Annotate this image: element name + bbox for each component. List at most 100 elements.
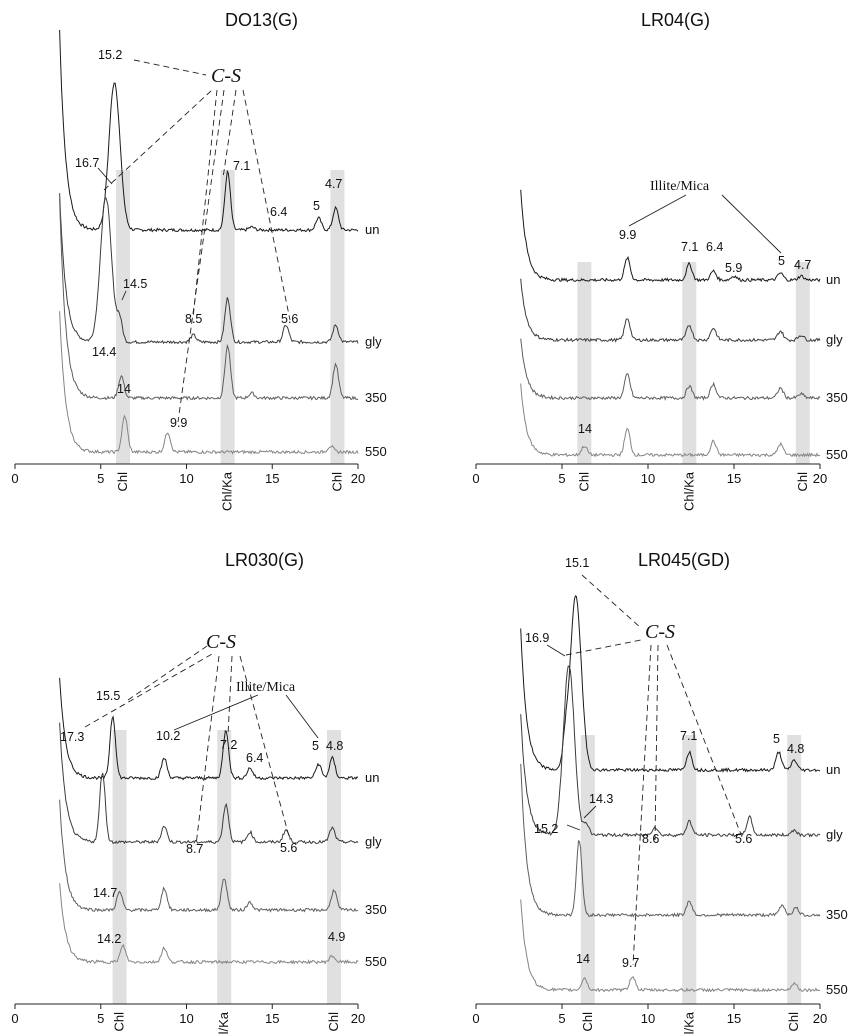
x-tick-label: 0 — [472, 471, 479, 486]
mineral-band — [682, 262, 697, 464]
pattern-gly — [59, 722, 359, 845]
pattern-un — [59, 29, 359, 233]
leader-line — [84, 653, 213, 728]
peak-label: 15.2 — [534, 822, 558, 836]
leader-line — [654, 644, 659, 841]
mineral-band — [330, 170, 345, 464]
band-label: Chl/Ka — [681, 1011, 696, 1034]
pattern-350 — [520, 338, 821, 401]
peak-label: 7.2 — [220, 738, 237, 752]
pattern-550 — [520, 899, 821, 993]
x-tick-label: 15 — [727, 1011, 741, 1026]
mineral-band — [220, 170, 235, 464]
panel-do13: DO13(G) 0 5 10 15 20 Chl Chl/Ka Chl ungly35055… — [11, 10, 386, 511]
leader-line — [103, 89, 213, 191]
band-label: Chl — [326, 1012, 341, 1032]
pattern-550 — [59, 311, 359, 455]
peak-label: 14.2 — [97, 932, 121, 946]
series-label: gly — [826, 827, 843, 842]
leader-line — [242, 89, 291, 321]
pattern-gly — [520, 278, 821, 343]
band-label: Chl/Ka — [681, 471, 696, 511]
peak-label: 9.9 — [619, 228, 636, 242]
leader-line — [97, 167, 113, 185]
series-label: un — [365, 222, 379, 237]
pattern-gly — [59, 193, 359, 345]
leader-line — [195, 655, 220, 846]
mineral-band — [217, 730, 232, 1004]
series-label: un — [365, 770, 379, 785]
peak-label: 7.1 — [680, 729, 697, 743]
peak-label: 5 — [778, 254, 785, 268]
peak-label: 5.6 — [735, 832, 752, 846]
pattern-un — [59, 677, 359, 781]
mineral-band — [787, 735, 802, 1004]
cs-annotation: C-S — [206, 631, 236, 653]
peak-label: 8.6 — [642, 832, 659, 846]
peak-label: 5 — [313, 199, 320, 213]
x-tick-label: 20 — [813, 1011, 827, 1026]
illite-mica-annotation: Illite/Mica — [650, 179, 710, 194]
leader-line — [177, 89, 225, 423]
x-tick-label: 10 — [179, 1011, 193, 1026]
series-label: 550 — [365, 444, 387, 459]
peak-label: 6.4 — [246, 751, 263, 765]
peak-label: 7.1 — [233, 159, 250, 173]
x-tick-label: 0 — [11, 471, 18, 486]
pattern-350 — [59, 799, 359, 913]
peak-label: 5 — [312, 739, 319, 753]
panel-title: LR045(GD) — [638, 550, 730, 570]
peak-label: 14 — [576, 952, 590, 966]
x-tick-label: 20 — [351, 1011, 365, 1026]
series-label: 550 — [365, 954, 387, 969]
band-label: Chl — [580, 1012, 595, 1032]
leader-line — [239, 655, 291, 841]
leader-line — [632, 644, 652, 966]
peak-label: 17.3 — [60, 730, 84, 744]
x-tick-label: 20 — [813, 471, 827, 486]
band-label: Chl — [115, 472, 130, 492]
mineral-band — [795, 262, 810, 464]
leader-line — [666, 644, 743, 838]
pattern-un — [520, 189, 821, 283]
peak-label: 4.8 — [787, 742, 804, 756]
peak-label: 15.1 — [565, 556, 589, 570]
series-label: un — [826, 272, 840, 287]
band-label: Chl — [112, 1012, 127, 1032]
leader-line — [227, 655, 233, 736]
x-tick-label: 10 — [641, 471, 655, 486]
panel-lr04: LR04(G) 0 5 10 15 20 Chl Chl/Ka Chl ungly35055… — [472, 10, 847, 511]
band-label: Chl — [576, 472, 591, 492]
mineral-band — [112, 730, 127, 1004]
peak-label: 16.7 — [75, 156, 99, 170]
mineral-band — [116, 170, 131, 464]
x-tick-label: 10 — [641, 1011, 655, 1026]
peak-label: 14.3 — [589, 792, 613, 806]
series-label: 350 — [826, 390, 848, 405]
peak-label: 14.7 — [93, 886, 117, 900]
peak-label: 16.9 — [525, 631, 549, 645]
leader-line — [628, 194, 687, 227]
mineral-band — [682, 735, 697, 1004]
peak-label: 5.9 — [725, 261, 742, 275]
peak-label: 5 — [773, 732, 780, 746]
peak-label: 4.9 — [328, 930, 345, 944]
panel-title: LR04(G) — [641, 10, 710, 30]
leader-line — [581, 574, 642, 629]
leader-line — [127, 645, 208, 701]
panel-lr030: LR030(G) 0 5 10 15 20 Chl Chl/Ka Chl un gly 350 5… — [11, 550, 386, 1034]
leader-line — [121, 290, 127, 301]
x-tick-label: 10 — [179, 471, 193, 486]
leader-line — [721, 194, 782, 254]
panel-title: LR030(G) — [225, 550, 304, 570]
x-tick-label: 5 — [97, 471, 104, 486]
peak-label: 10.2 — [156, 729, 180, 743]
peak-label: 4.7 — [794, 258, 811, 272]
band-label: Chl/Ka — [216, 1011, 231, 1034]
cs-annotation: C-S — [211, 65, 241, 87]
x-tick-label: 20 — [351, 471, 365, 486]
peak-label: 6.4 — [706, 240, 723, 254]
mineral-band — [326, 730, 341, 1004]
peak-label: 14 — [117, 382, 131, 396]
